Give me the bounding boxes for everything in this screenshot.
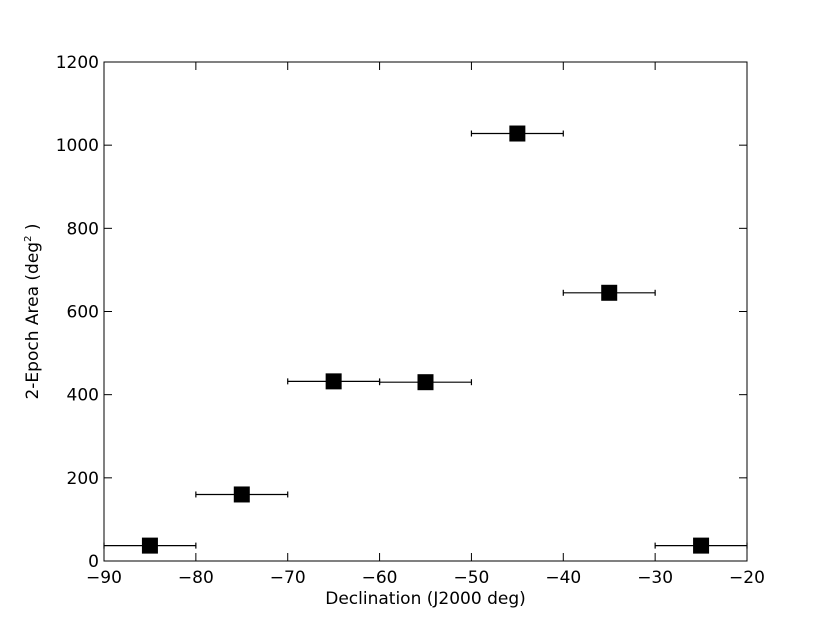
y-tick-label: 1200	[56, 53, 99, 73]
axis-ticks: −90 −80 −70 −60 −50 −40 −30 −20 0 200 400 600 800 100…	[56, 53, 765, 588]
x-tick-label: −30	[637, 568, 673, 588]
x-tick-label: −80	[178, 568, 214, 588]
data-point	[470, 125, 564, 142]
data-point	[654, 537, 748, 554]
x-tick-label: −70	[270, 568, 306, 588]
square-marker	[509, 125, 526, 142]
x-tick-label: −20	[729, 568, 765, 588]
y-tick-label: 800	[67, 219, 99, 239]
square-marker	[141, 537, 158, 554]
y-axis-title: 2-Epoch Area (deg2 )	[23, 223, 43, 399]
y-axis-title-main: 2-Epoch Area (deg	[23, 242, 43, 400]
y-tick-label: 0	[88, 552, 99, 572]
square-marker	[601, 284, 618, 301]
y-axis-title-end: )	[23, 223, 43, 235]
x-tick-label: −90	[86, 568, 122, 588]
y-tick-label: 1000	[56, 136, 99, 156]
x-tick-label: −60	[362, 568, 398, 588]
data-point	[378, 374, 473, 391]
data-point	[287, 373, 381, 390]
square-marker	[693, 537, 710, 554]
data-point	[103, 537, 197, 554]
square-marker	[417, 374, 434, 391]
data-point	[562, 284, 656, 301]
y-tick-label: 600	[67, 303, 99, 323]
data-marks	[103, 125, 748, 554]
y-tick-label: 200	[67, 469, 99, 489]
square-marker	[325, 373, 342, 390]
x-tick-label: −50	[453, 568, 489, 588]
square-marker	[233, 486, 250, 503]
y-axis-title-superscript: 2	[23, 236, 34, 242]
plot-frame	[103, 61, 748, 562]
data-point	[195, 486, 289, 503]
y-tick-label: 400	[67, 386, 99, 406]
x-tick-label: −40	[545, 568, 581, 588]
x-axis-title: Declination (J2000 deg)	[325, 589, 526, 609]
